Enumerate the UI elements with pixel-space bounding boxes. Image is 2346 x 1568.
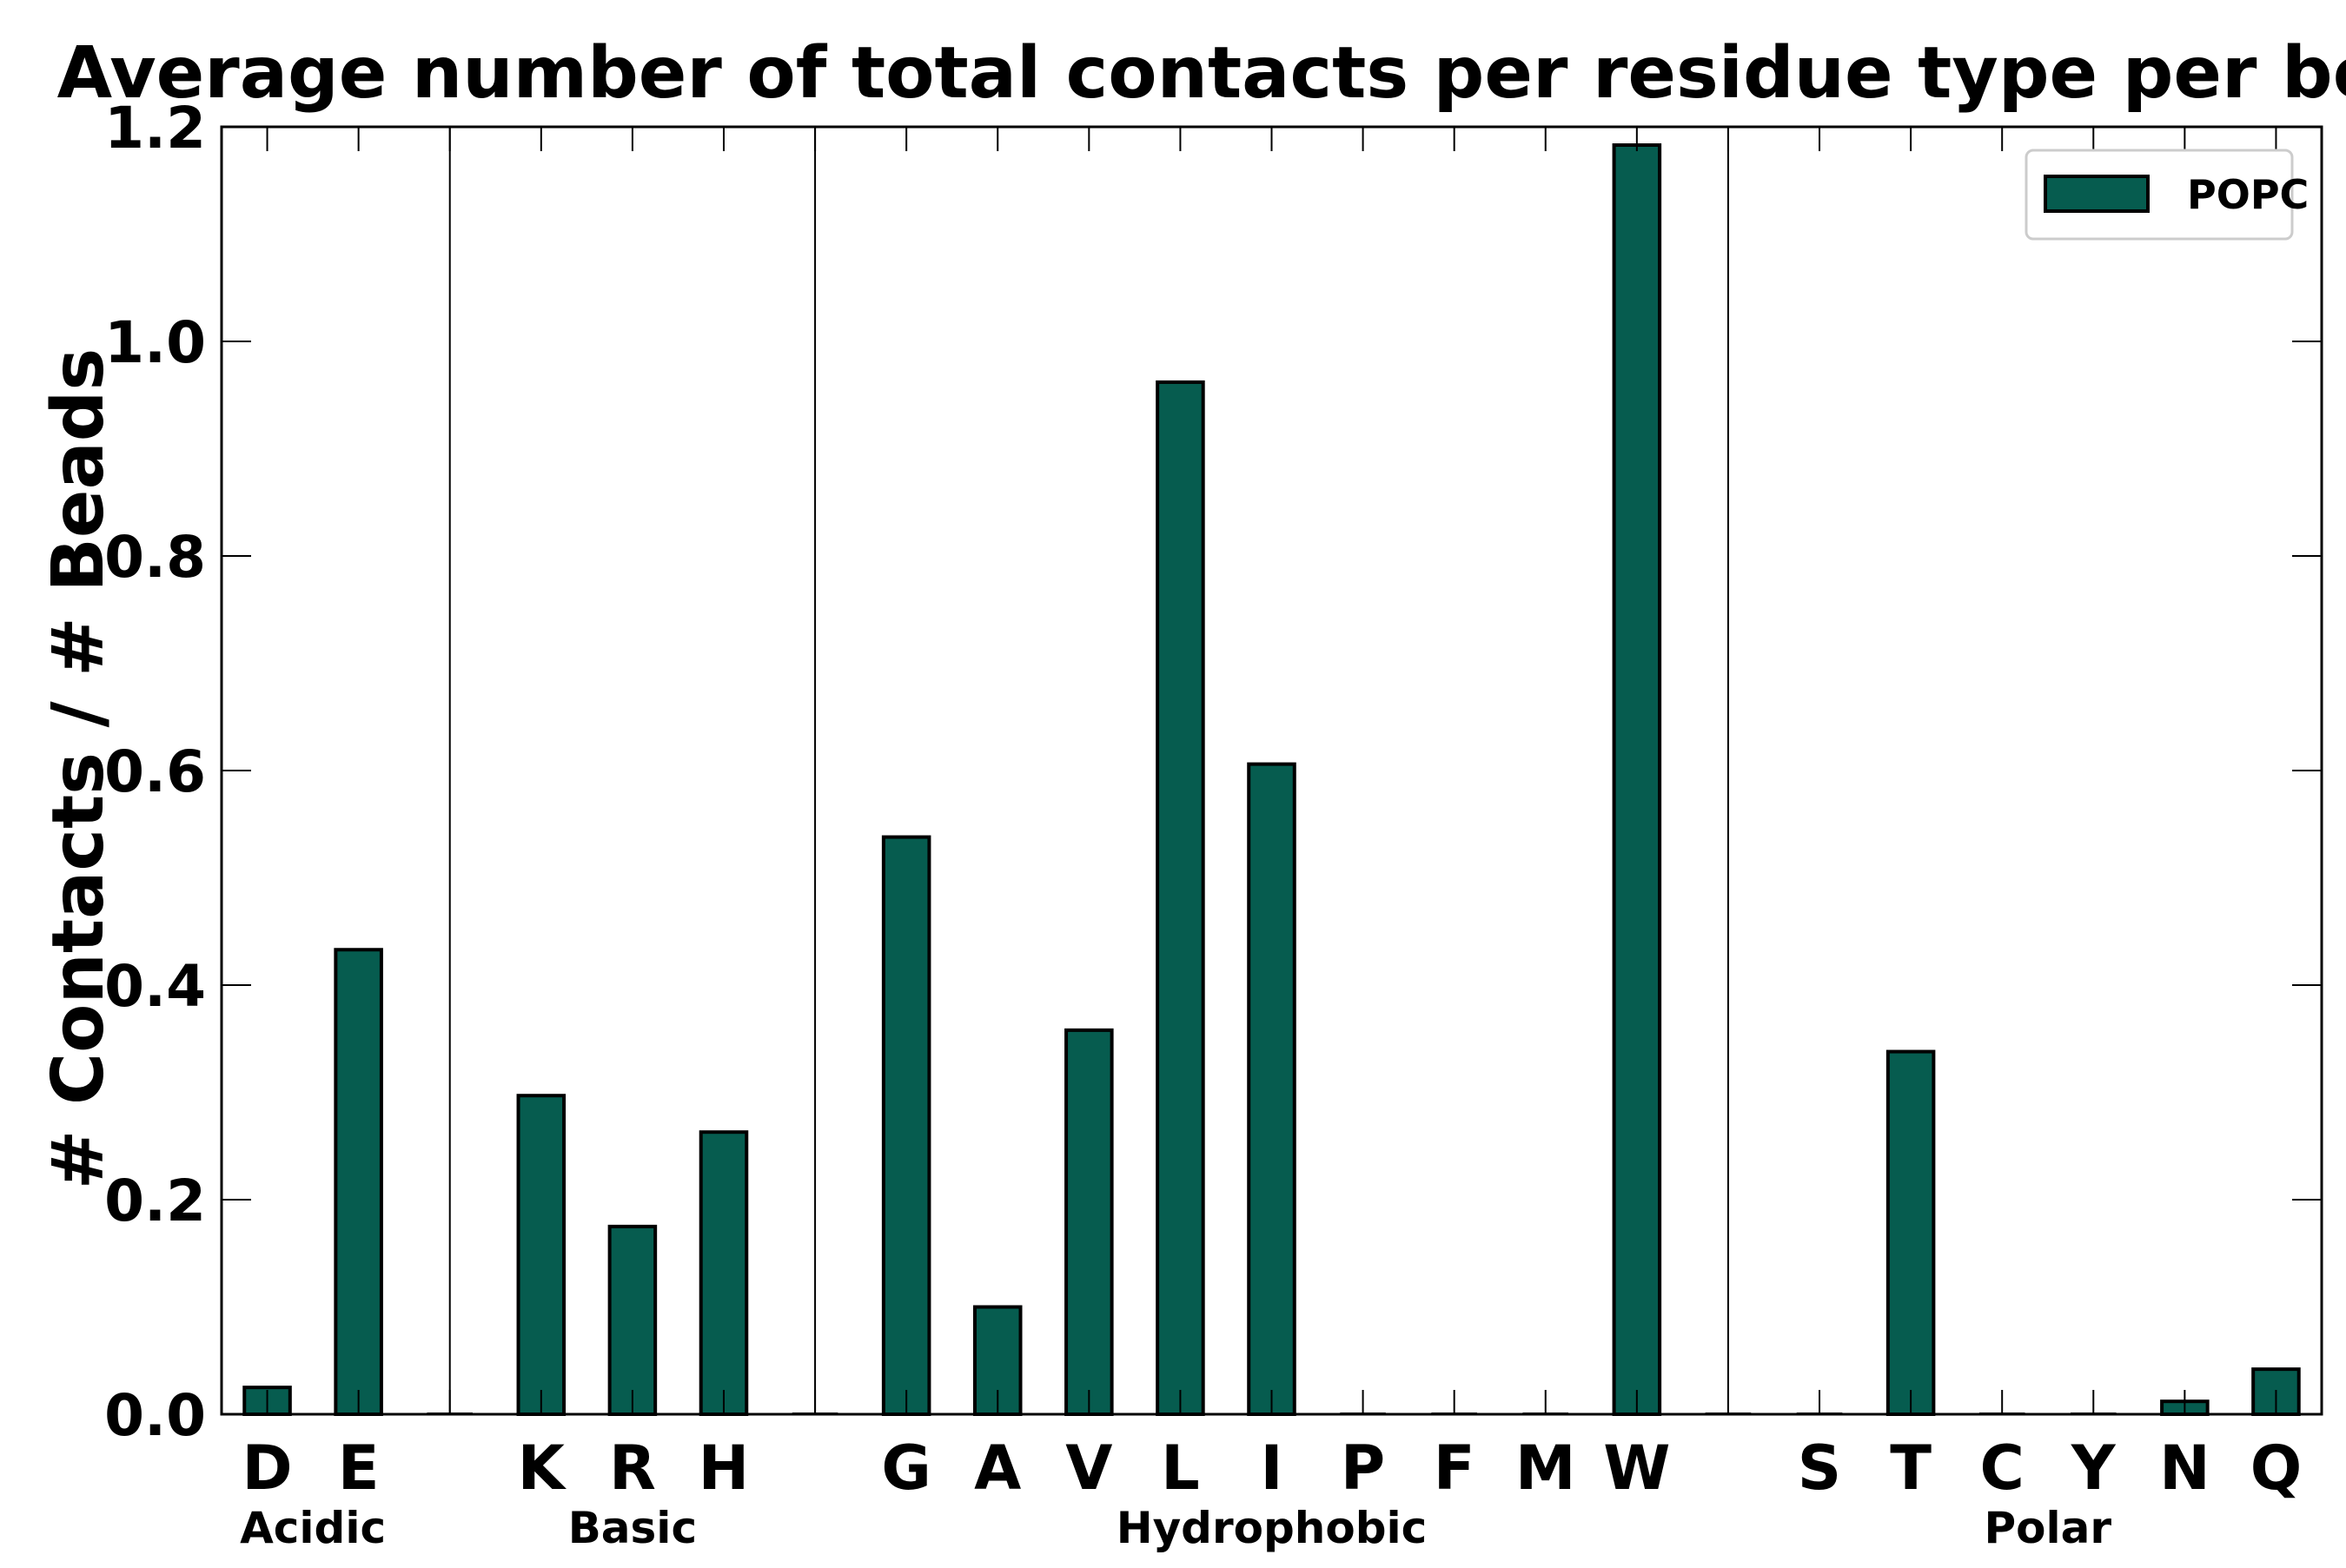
y-tick-label: 0.6 [104,738,206,805]
x-tick-label-H: H [699,1432,750,1504]
x-tick-label-E: E [338,1432,380,1504]
x-tick-label-W: W [1603,1432,1670,1504]
x-tick-label-R: R [609,1432,656,1504]
y-tick-label: 0.2 [104,1168,206,1234]
bar-R [607,1224,658,1416]
bar-G [881,835,931,1416]
bar-L [1156,380,1205,1416]
legend-box [2025,149,2294,241]
plot-area: 0.0 0.2 0.4 0.6 0.8 1.0 1.2 D E K R H G A V L I P F M W S T C Y N… [104,95,2323,1553]
bar-W [1612,142,1662,1416]
legend-swatch [2044,175,2150,213]
x-tick-label-T: T [1890,1432,1932,1504]
bar-T [1885,1049,1936,1416]
y-tick-label: 1.0 [104,309,206,376]
group-label-hydrophobic: Hydrophobic [1117,1503,1428,1553]
y-tick-label: 0.4 [104,953,206,1020]
group-label-polar: Polar [1984,1503,2111,1553]
group-label-basic: Basic [568,1503,697,1553]
x-tick-label-S: S [1798,1432,1841,1504]
x-tick-label-A: A [974,1432,1021,1504]
y-tick-label: 0.0 [104,1382,206,1449]
x-tick-label-P: P [1341,1432,1385,1504]
y-tick-label: 0.8 [104,524,206,591]
bar-I [1247,762,1296,1416]
x-tick-label-N: N [2159,1432,2210,1504]
bar-V [1064,1028,1114,1416]
bar-H [699,1130,749,1416]
y-tick-label: 1.2 [104,95,206,162]
x-tick-label-F: F [1434,1432,1475,1504]
x-tick-label-G: G [881,1432,931,1504]
legend-label: POPC [2187,171,2309,218]
x-tick-label-Q: Q [2250,1432,2303,1504]
chart-title: Average number of total contacts per res… [57,32,2346,115]
x-tick-label-Y: Y [2071,1432,2117,1504]
x-tick-label-I: I [1260,1432,1282,1504]
x-tick-label-V: V [1065,1432,1112,1504]
x-tick-label-M: M [1515,1432,1576,1504]
group-label-acidic: Acidic [240,1503,386,1553]
x-tick-label-K: K [518,1432,567,1504]
x-tick-label-C: C [1980,1432,2025,1504]
x-tick-label-L: L [1161,1432,1200,1504]
bar-E [334,948,383,1416]
y-axis-label: # Contacts / # Beads [37,348,120,1190]
x-tick-label-D: D [242,1432,292,1504]
bar-K [516,1094,567,1416]
